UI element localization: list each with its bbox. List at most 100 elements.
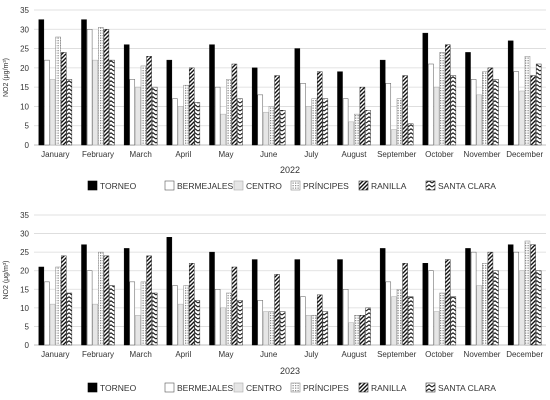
bar-pr-ncipes-august — [354, 113, 360, 146]
bar-ranilla-april — [188, 67, 195, 146]
x-tick-label: June — [260, 350, 278, 359]
bar-centro-december — [519, 270, 525, 346]
bar-santa-clara-august — [365, 110, 371, 146]
bar-torneo-june — [251, 259, 258, 346]
bar-centro-august — [348, 322, 354, 346]
bar-ranilla-april — [188, 263, 195, 346]
bar-bermejales-october — [428, 63, 434, 146]
bar-centro-september — [391, 296, 397, 346]
bar-torneo-june — [251, 67, 258, 146]
bar-santa-clara-march — [151, 86, 158, 146]
legend-label: CENTRO — [246, 181, 282, 191]
bar-ranilla-june — [274, 274, 280, 346]
x-axis-label: 2022 — [280, 165, 300, 175]
bar-ranilla-september — [402, 75, 408, 146]
bar-bermejales-may — [214, 289, 221, 346]
legend-swatch — [290, 180, 301, 191]
x-tick-label: November — [464, 150, 501, 159]
bar-centro-june — [263, 111, 269, 146]
bar-torneo-september — [379, 248, 386, 346]
bar-pr-ncipes-april — [183, 285, 189, 346]
bar-ranilla-january — [60, 52, 67, 146]
legend-swatch — [233, 180, 244, 191]
x-tick-label: August — [342, 150, 368, 159]
bar-ranilla-august — [359, 86, 366, 146]
bar-bermejales-june — [257, 300, 264, 346]
x-tick-label: September — [377, 350, 416, 359]
bar-torneo-april — [166, 237, 173, 346]
bar-bermejales-december — [513, 71, 520, 146]
bar-bermejales-december — [513, 251, 520, 346]
bar-pr-ncipes-july — [311, 315, 317, 346]
bar-santa-clara-february — [109, 59, 115, 146]
x-tick-label: December — [506, 350, 543, 359]
x-tick-label: June — [260, 150, 278, 159]
bar-centro-march — [135, 86, 141, 146]
bar-torneo-august — [337, 71, 343, 146]
y-tick-label: 5 — [25, 322, 30, 331]
bar-santa-clara-april — [194, 102, 201, 146]
bar-pr-ncipes-april — [183, 84, 189, 146]
bar-pr-ncipes-june — [268, 106, 275, 146]
bar-torneo-july — [294, 259, 301, 346]
bar-bermejales-august — [342, 98, 349, 146]
y-tick-label: 20 — [20, 64, 29, 73]
bar-centro-may — [220, 307, 226, 346]
bar-santa-clara-january — [66, 79, 73, 146]
x-tick-label: February — [82, 150, 114, 159]
bar-bermejales-april — [172, 285, 178, 346]
y-tick-label: 15 — [20, 83, 29, 92]
x-tick-label: October — [425, 350, 454, 359]
x-tick-label: November — [464, 350, 501, 359]
bar-centro-october — [433, 311, 440, 346]
legend-label: RANILLA — [371, 383, 407, 393]
bar-santa-clara-october — [450, 296, 457, 346]
bar-bermejales-october — [428, 270, 434, 346]
y-axis-label: NO2 (μg/m³) — [3, 260, 10, 299]
bar-santa-clara-july — [322, 311, 329, 346]
x-tick-label: April — [175, 350, 191, 359]
y-tick-label: 30 — [20, 25, 29, 34]
bar-torneo-april — [166, 59, 173, 146]
bar-torneo-november — [465, 52, 471, 146]
legend-label: TORNEO — [100, 383, 137, 393]
bar-ranilla-november — [487, 67, 494, 146]
bar-centro-november — [476, 285, 482, 346]
bar-ranilla-may — [231, 266, 238, 346]
y-tick-label: 25 — [20, 45, 29, 54]
legend-label: SANTA CLARA — [438, 383, 496, 393]
y-tick-label: 30 — [20, 230, 29, 239]
bar-santa-clara-november — [493, 79, 499, 146]
y-tick-label: 0 — [25, 141, 30, 150]
legend-swatch — [425, 180, 436, 191]
x-tick-label: August — [342, 350, 368, 359]
bar-torneo-october — [422, 32, 429, 146]
legend-label: CENTRO — [246, 383, 282, 393]
legend-label: TORNEO — [100, 181, 137, 191]
legend-swatch — [233, 382, 244, 393]
bar-santa-clara-may — [237, 98, 243, 146]
bar-ranilla-august — [359, 315, 366, 346]
chart-1: 0 5 10 15 20 25 30 35 NO2 (μg/m³) January February… — [3, 6, 546, 191]
bar-ranilla-july — [316, 71, 323, 146]
charts-layer: 0 5 10 15 20 25 30 35 NO2 (μg/m³) January February… — [3, 6, 546, 393]
legend-swatch — [425, 382, 436, 393]
bar-santa-clara-june — [279, 110, 286, 146]
bar-santa-clara-december — [535, 63, 542, 146]
bar-pr-ncipes-september — [396, 289, 403, 346]
legend-swatch — [164, 180, 175, 191]
legend-label: BERMEJALES — [177, 383, 234, 393]
legend-label: RANILLA — [371, 181, 407, 191]
legend-swatch — [87, 180, 98, 191]
bar-ranilla-may — [231, 63, 238, 146]
y-tick-label: 10 — [20, 304, 29, 313]
bar-torneo-may — [209, 251, 215, 346]
x-axis-label: 2023 — [280, 366, 300, 376]
bar-santa-clara-june — [279, 311, 286, 346]
x-tick-label: January — [41, 350, 69, 359]
bar-centro-april — [177, 106, 184, 146]
bar-bermejales-november — [470, 79, 477, 146]
bar-bermejales-february — [86, 29, 93, 146]
y-tick-label: 5 — [25, 122, 30, 131]
bar-centro-november — [476, 94, 482, 146]
